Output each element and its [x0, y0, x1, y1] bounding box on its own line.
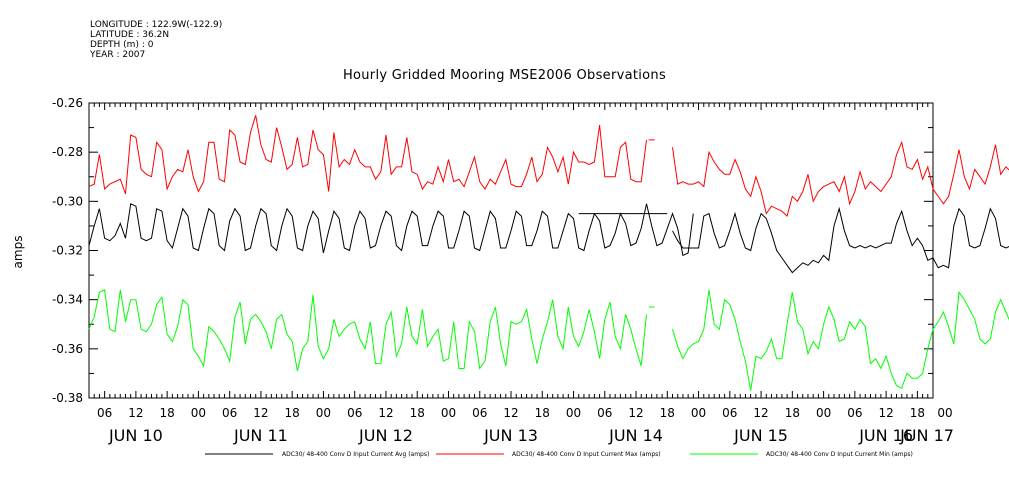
y-axis-label: amps — [11, 236, 25, 269]
y-tick-label: -0.38 — [52, 391, 83, 405]
x-tick-label: 12 — [378, 406, 393, 420]
x-day-label: JUN 12 — [358, 426, 413, 445]
x-tick-label: 00 — [816, 406, 831, 420]
legend: ADC30/ 48-400 Conv D Input Current Avg (… — [205, 451, 913, 458]
y-tick-label: -0.26 — [52, 96, 83, 110]
x-tick-label: 18 — [410, 406, 425, 420]
y-tick-label: -0.32 — [52, 244, 83, 258]
x-tick-label: 18 — [285, 406, 300, 420]
x-tick-label: 18 — [910, 406, 925, 420]
series-layer — [88, 115, 1009, 391]
x-tick-label: 00 — [441, 406, 456, 420]
legend-label-1: ADC30/ 48-400 Conv D Input Current Max (… — [512, 451, 661, 458]
x-day-label: JUN 16 — [858, 426, 913, 445]
x-tick-label: 06 — [847, 406, 862, 420]
x-tick-label: 06 — [722, 406, 737, 420]
x-tick-label: 12 — [753, 406, 768, 420]
legend-label-0: ADC30/ 48-400 Conv D Input Current Avg (… — [282, 451, 429, 458]
plot-frame — [88, 102, 934, 399]
x-day-label: JUN 10 — [108, 426, 163, 445]
x-tick-label: 06 — [222, 406, 237, 420]
axes-layer: 06 12 18 00 06 12 18 00 06 12 18 00 06 12 18 00 06 12 18 00… — [52, 96, 954, 445]
x-tick-label: 00 — [566, 406, 581, 420]
chart-title: Hourly Gridded Mooring MSE2006 Observati… — [342, 68, 667, 83]
longitude-label: LONGITUDE : 122.9W(-122.9) — [90, 20, 223, 30]
legend-label-2: ADC30/ 48-400 Conv D Input Current Min (… — [766, 451, 913, 458]
x-tick-label: 12 — [253, 406, 268, 420]
x-tick-label: 12 — [628, 406, 643, 420]
x-tick-label: 18 — [660, 406, 675, 420]
x-tick-label: 12 — [503, 406, 518, 420]
x-day-label: JUN 14 — [608, 426, 663, 445]
series-1-line — [672, 140, 1009, 218]
x-tick-label: 00 — [316, 406, 331, 420]
x-day-label: JUN 15 — [733, 426, 788, 445]
series-2-line — [672, 289, 1009, 391]
x-tick-label: 00 — [191, 406, 206, 420]
x-tick-label: 12 — [128, 406, 143, 420]
x-tick-label: 00 — [937, 406, 952, 420]
y-tick-label: -0.28 — [52, 145, 83, 159]
x-day-label: JUN 17 — [899, 426, 954, 445]
depth-label: DEPTH (m) : 0 — [90, 40, 154, 50]
x-tick-label: 18 — [785, 406, 800, 420]
x-tick-label: 18 — [160, 406, 175, 420]
x-tick-label: 00 — [691, 406, 706, 420]
latitude-label: LATITUDE : 36.2N — [90, 30, 170, 40]
station-metadata: LONGITUDE : 122.9W(-122.9) LATITUDE : 36… — [90, 20, 222, 60]
y-tick-label: -0.30 — [52, 194, 83, 208]
series-2-line — [88, 289, 647, 372]
x-tick-label: 06 — [97, 406, 112, 420]
x-tick-label: 12 — [878, 406, 893, 420]
x-day-label: JUN 13 — [483, 426, 538, 445]
series-0-line — [672, 206, 1009, 274]
x-tick-label: 06 — [472, 406, 487, 420]
year-label: YEAR : 2007 — [90, 50, 146, 60]
y-tick-label: -0.36 — [52, 342, 83, 356]
x-tick-label: 06 — [347, 406, 362, 420]
series-1-line — [88, 115, 647, 195]
y-tick-label: -0.34 — [52, 293, 83, 307]
series-0-line — [88, 203, 694, 257]
x-tick-label: 06 — [597, 406, 612, 420]
x-day-label: JUN 11 — [233, 426, 288, 445]
x-tick-label: 18 — [535, 406, 550, 420]
